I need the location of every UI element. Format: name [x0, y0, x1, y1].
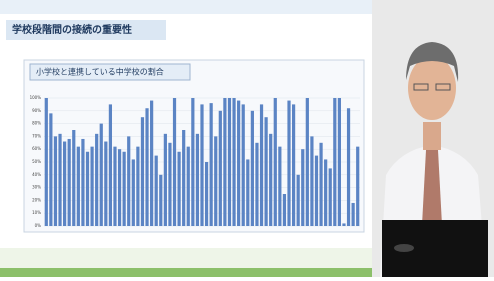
chart-title: 小学校と連携している中学校の割合	[36, 67, 164, 77]
slide-title: 学校段階間の接続の重要性	[12, 23, 132, 36]
bar	[159, 175, 162, 226]
bar	[200, 104, 203, 226]
y-tick-label: 0%	[35, 223, 42, 228]
bar	[155, 156, 158, 226]
bar	[68, 139, 71, 226]
bar	[246, 159, 249, 226]
bar	[319, 143, 322, 226]
bar	[127, 136, 130, 226]
bar	[49, 113, 52, 226]
bar	[45, 98, 48, 226]
bar	[54, 136, 57, 226]
bar	[86, 152, 89, 226]
bar	[269, 134, 272, 226]
bar	[196, 134, 199, 226]
bar	[182, 130, 185, 226]
bar	[255, 143, 258, 226]
bar	[58, 134, 61, 226]
bar	[77, 147, 80, 226]
bar	[214, 136, 217, 226]
bar	[260, 104, 263, 226]
bar	[310, 136, 313, 226]
bar	[219, 111, 222, 226]
y-tick-label: 80%	[32, 121, 41, 126]
bar	[306, 98, 309, 226]
bar	[187, 147, 190, 226]
bar	[347, 108, 350, 226]
slide-footer	[0, 268, 372, 277]
bar	[104, 142, 107, 226]
bar	[278, 147, 281, 226]
bar	[287, 101, 290, 226]
bar	[150, 101, 153, 226]
bar	[232, 98, 235, 226]
y-tick-label: 70%	[32, 133, 41, 138]
bar	[95, 134, 98, 226]
bar	[356, 147, 359, 226]
bar	[191, 98, 194, 226]
bar	[251, 111, 254, 226]
y-tick-label: 50%	[32, 159, 41, 164]
bar	[90, 147, 93, 226]
bar	[301, 149, 304, 226]
y-tick-label: 90%	[32, 108, 41, 113]
y-tick-label: 30%	[32, 185, 41, 190]
bar	[100, 124, 103, 226]
bar	[242, 104, 245, 226]
bar	[168, 143, 171, 226]
bar	[81, 139, 84, 226]
y-tick-label: 10%	[32, 210, 41, 215]
bar	[333, 98, 336, 226]
face	[408, 56, 456, 120]
y-tick-label: 20%	[32, 197, 41, 202]
bar	[329, 168, 332, 226]
bar	[118, 149, 121, 226]
y-tick-label: 60%	[32, 146, 41, 151]
bar	[63, 142, 66, 226]
bar	[177, 152, 180, 226]
y-tick-label: 100%	[30, 95, 42, 100]
bar	[141, 117, 144, 226]
bar	[223, 98, 226, 226]
bar	[297, 175, 300, 226]
screen: 学校段階間の接続の重要性 小学校と連携している中学校の割合 0% 10% 20% 30…	[0, 0, 494, 277]
bar	[265, 117, 268, 226]
bar	[237, 101, 240, 226]
bar	[274, 98, 277, 226]
bar	[283, 194, 286, 226]
bar	[338, 98, 341, 226]
bar	[145, 108, 148, 226]
bar	[315, 156, 318, 226]
lecture-frame: 学校段階間の接続の重要性 小学校と連携している中学校の割合 0% 10% 20% 30…	[0, 0, 494, 277]
bar	[164, 134, 167, 226]
bar	[228, 98, 231, 226]
bar	[123, 152, 126, 226]
bar	[136, 147, 139, 226]
bar	[210, 103, 213, 226]
neck	[423, 122, 441, 150]
laptop-logo	[394, 244, 414, 252]
bar	[132, 159, 135, 226]
slide-top-band	[0, 0, 372, 14]
bar	[113, 147, 116, 226]
bar	[292, 104, 295, 226]
bar	[72, 130, 75, 226]
bar	[173, 98, 176, 226]
bar	[352, 203, 355, 226]
bar	[109, 104, 112, 226]
bar	[342, 223, 345, 226]
bar	[205, 162, 208, 226]
bar	[324, 159, 327, 226]
y-tick-label: 40%	[32, 172, 41, 177]
